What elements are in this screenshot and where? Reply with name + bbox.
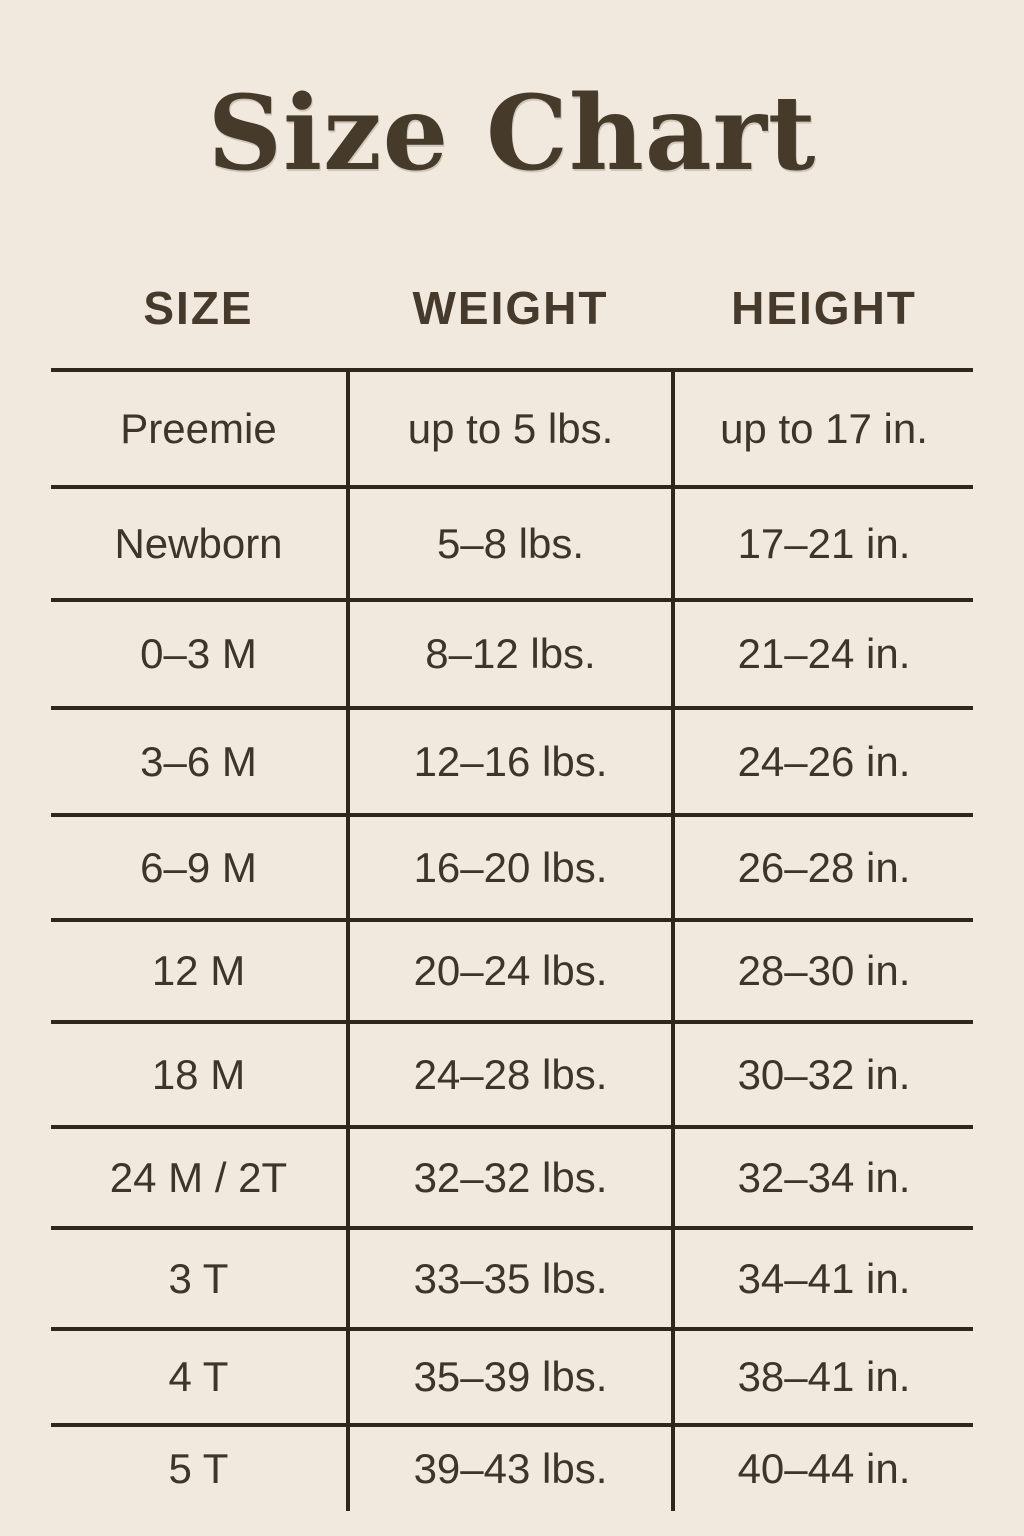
- size-cell: 3–6 M: [140, 737, 257, 785]
- size-cell: 0–3 M: [140, 630, 257, 677]
- size-chart-table: Preemie up to 5 lbs. up to 17 in. Newbor…: [51, 368, 973, 1511]
- weight-cell: 35–39 lbs.: [346, 1331, 675, 1423]
- weight-cell: 12–16 lbs.: [346, 710, 675, 813]
- table-row: 3 T 33–35 lbs. 34–41 in.: [51, 1226, 973, 1327]
- height-cell: 32–34 in.: [737, 1153, 911, 1201]
- height-cell: 28–30 in.: [737, 947, 911, 994]
- table-header-row: SIZE WEIGHT HEIGHT: [51, 272, 973, 344]
- table-row: 6–9 M 16–20 lbs. 26–28 in.: [51, 813, 973, 918]
- table-row: Newborn 5–8 lbs. 17–21 in.: [51, 485, 973, 598]
- size-cell: 6–9 M: [140, 843, 257, 891]
- table-row: 0–3 M 8–12 lbs. 21–24 in.: [51, 598, 973, 706]
- size-cell: 24 M / 2T: [109, 1153, 288, 1201]
- height-cell: 21–24 in.: [737, 630, 911, 677]
- weight-cell: 20–24 lbs.: [346, 922, 675, 1020]
- page-title: Size Chart: [207, 73, 817, 194]
- weight-cell: 24–28 lbs.: [346, 1024, 675, 1125]
- weight-cell: 33–35 lbs.: [346, 1230, 675, 1327]
- column-header-size: SIZE: [143, 282, 254, 334]
- table-row: 12 M 20–24 lbs. 28–30 in.: [51, 918, 973, 1020]
- column-header-height: HEIGHT: [731, 282, 917, 334]
- size-cell: Newborn: [114, 519, 283, 567]
- table-row: Preemie up to 5 lbs. up to 17 in.: [51, 368, 973, 485]
- height-cell: up to 17 in.: [720, 404, 928, 452]
- height-cell: 34–41 in.: [737, 1254, 911, 1302]
- weight-cell: 32–32 lbs.: [346, 1129, 675, 1226]
- table-row: 18 M 24–28 lbs. 30–32 in.: [51, 1020, 973, 1125]
- weight-cell: 5–8 lbs.: [346, 489, 675, 598]
- weight-cell: 8–12 lbs.: [346, 602, 675, 706]
- size-cell: 3 T: [168, 1254, 229, 1302]
- table-row: 3–6 M 12–16 lbs. 24–26 in.: [51, 706, 973, 813]
- table-row: 5 T 39–43 lbs. 40–44 in.: [51, 1423, 973, 1511]
- height-cell: 38–41 in.: [737, 1353, 911, 1400]
- weight-cell: 16–20 lbs.: [346, 817, 675, 918]
- weight-cell: up to 5 lbs.: [346, 372, 675, 485]
- table-row: 24 M / 2T 32–32 lbs. 32–34 in.: [51, 1125, 973, 1226]
- size-cell: Preemie: [120, 404, 277, 452]
- size-cell: 5 T: [168, 1445, 229, 1492]
- column-header-weight: WEIGHT: [412, 282, 609, 334]
- height-cell: 30–32 in.: [737, 1050, 911, 1098]
- table-row: 4 T 35–39 lbs. 38–41 in.: [51, 1327, 973, 1423]
- size-cell: 4 T: [168, 1353, 229, 1400]
- height-cell: 26–28 in.: [737, 843, 911, 891]
- size-cell: 18 M: [151, 1050, 246, 1098]
- height-cell: 24–26 in.: [737, 737, 911, 785]
- weight-cell: 39–43 lbs.: [346, 1427, 675, 1511]
- size-cell: 12 M: [151, 947, 246, 994]
- height-cell: 40–44 in.: [737, 1445, 911, 1492]
- height-cell: 17–21 in.: [737, 519, 911, 567]
